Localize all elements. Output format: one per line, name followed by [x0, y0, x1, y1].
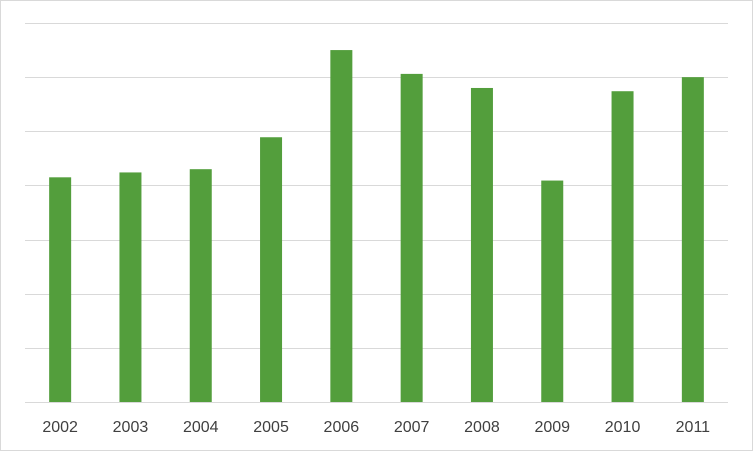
- x-tick-label: 2006: [324, 419, 360, 436]
- x-tick-label: 2002: [42, 419, 78, 436]
- x-tick-label: 2003: [113, 419, 149, 436]
- x-tick-label: 2009: [534, 419, 570, 436]
- x-tick-label: 2008: [464, 419, 500, 436]
- bar: [541, 180, 564, 402]
- bar: [400, 73, 423, 402]
- bar: [119, 172, 142, 402]
- x-tick-label: 2004: [183, 419, 219, 436]
- bar: [330, 50, 353, 402]
- bar: [189, 169, 212, 402]
- x-tick-label: 2010: [605, 419, 641, 436]
- x-tick-label: 2007: [394, 419, 430, 436]
- bar: [470, 87, 493, 402]
- bar: [49, 177, 72, 402]
- x-tick-label: 2005: [253, 419, 289, 436]
- x-tick-label: 2011: [676, 419, 711, 436]
- bar: [260, 137, 283, 402]
- bar: [611, 91, 634, 402]
- bar: [681, 77, 704, 403]
